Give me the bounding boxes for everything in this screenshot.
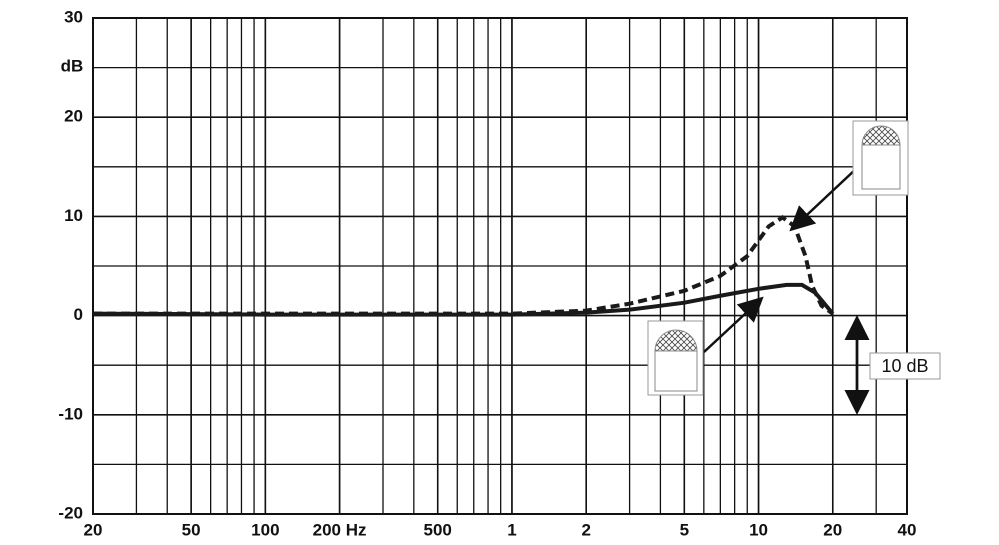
x-tick-label: 1 [507,520,516,539]
x-tick-label: 200 Hz [313,520,367,539]
x-tick-label: 20 [823,520,842,539]
y-tick-label: 10 [64,206,83,225]
series-line [92,282,835,317]
y-tick-label: -20 [58,503,83,522]
x-tick-label: 50 [182,520,201,539]
y-axis-label: dB [61,56,84,75]
y-tick-label: 20 [64,107,83,126]
x-tick-label: 500 [424,520,452,539]
annotation: 10 dB [881,356,928,376]
y-tick-label: 30 [64,7,83,26]
series-line [93,214,834,316]
x-tick-label: 20 [84,520,103,539]
x-tick-label: 2 [581,520,590,539]
x-tick-label: 5 [680,520,689,539]
x-tick-label: 40 [898,520,917,539]
y-tick-label: 0 [74,305,83,324]
grid [92,17,908,515]
microphone-icons [647,120,941,415]
y-tick-label: -10 [58,404,83,423]
x-tick-label: 100 [251,520,279,539]
x-tick-label: 10 [749,520,768,539]
plot-frame [92,17,908,515]
